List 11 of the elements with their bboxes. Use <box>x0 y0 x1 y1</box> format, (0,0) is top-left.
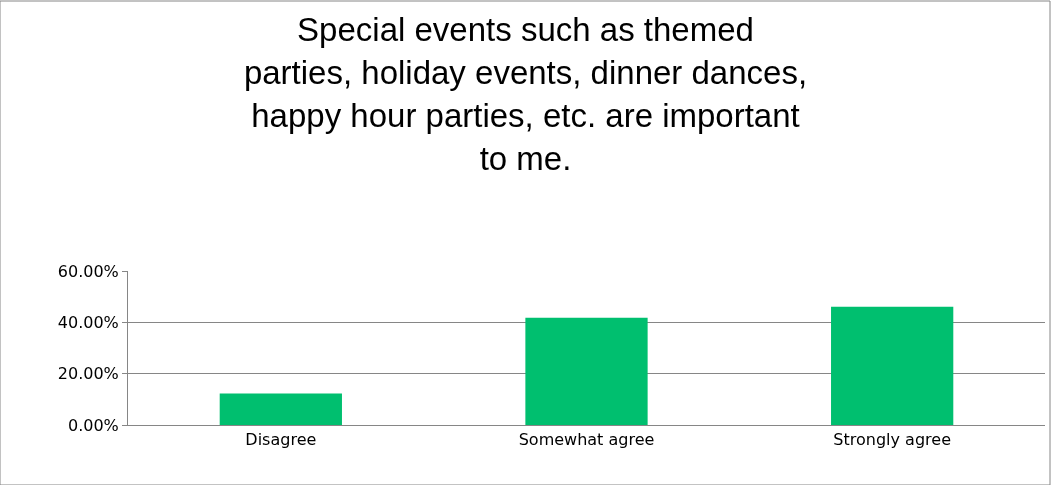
y-tick-label: 20.00% <box>57 364 119 384</box>
chart-title: Special events such as themed parties, holiday events, dinner dances, happy hour parties, etc. are important to me. <box>243 11 808 177</box>
x-tick-label: Somewhat agree <box>518 430 655 450</box>
y-tick-label: 40.00% <box>57 312 119 332</box>
x-tick-label: Strongly agree <box>833 430 951 450</box>
y-tick-label: 0.00% <box>67 415 119 435</box>
bar <box>219 393 342 425</box>
y-tick-label: 60.00% <box>57 261 119 281</box>
bar <box>831 306 954 425</box>
x-tick-label: Disagree <box>245 430 317 450</box>
bar <box>525 317 648 425</box>
